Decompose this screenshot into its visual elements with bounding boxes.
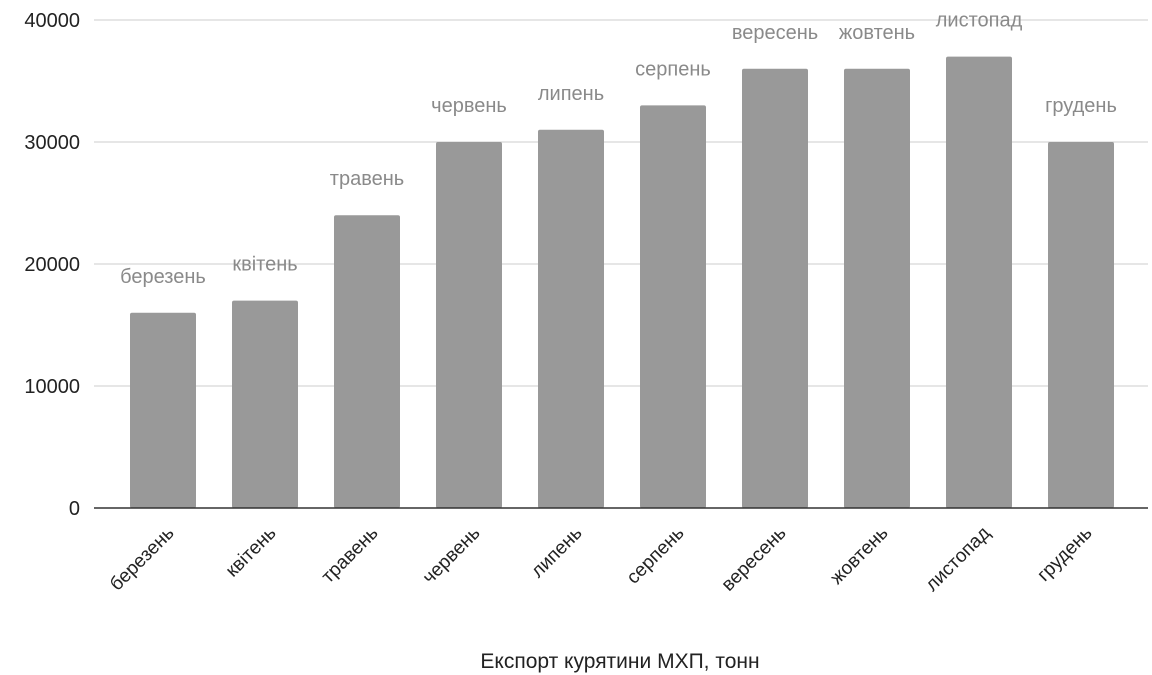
data-label: вересень (732, 22, 818, 44)
x-tick-label: липень (527, 523, 586, 582)
bars (130, 56, 1114, 509)
bar (844, 68, 910, 509)
x-tick-label: листопад (922, 523, 995, 596)
bar (232, 300, 298, 508)
x-tick-label: травень (318, 523, 383, 588)
x-axis-title: Експорт курятини МХП, тонн (480, 650, 759, 673)
data-label: травень (330, 168, 404, 190)
bar (130, 312, 196, 508)
data-label: листопад (936, 10, 1023, 32)
x-axis-ticks: березень квітень травень червень липень серпе… (106, 523, 1096, 596)
x-tick-label: жовтень (826, 523, 892, 589)
data-labels: березень квітень травень червень липень серпе… (120, 10, 1117, 288)
bar (946, 56, 1012, 508)
x-tick-label: червень (419, 523, 485, 589)
x-tick-label: вересень (718, 523, 791, 596)
y-tick-label: 30000 (24, 132, 80, 154)
y-axis-ticks: 0 10000 20000 30000 40000 (24, 10, 80, 520)
bar (334, 215, 400, 508)
bar (1048, 142, 1114, 508)
bar (640, 105, 706, 509)
x-tick-label: квітень (222, 523, 281, 582)
data-label: серпень (635, 58, 711, 80)
y-tick-label: 20000 (24, 254, 80, 276)
data-label: жовтень (839, 22, 915, 44)
x-tick-label: березень (106, 523, 178, 595)
data-label: грудень (1045, 95, 1117, 117)
data-label: червень (431, 95, 507, 117)
y-tick-label: 0 (69, 498, 80, 520)
x-tick-label: серпень (623, 523, 689, 589)
bar (742, 68, 808, 509)
data-label: квітень (232, 254, 297, 276)
data-label: липень (538, 83, 604, 105)
x-tick-label: грудень (1033, 523, 1096, 586)
y-tick-label: 40000 (24, 10, 80, 32)
bar (436, 142, 502, 508)
data-label: березень (120, 266, 206, 288)
y-tick-label: 10000 (24, 376, 80, 398)
bar (538, 129, 604, 509)
